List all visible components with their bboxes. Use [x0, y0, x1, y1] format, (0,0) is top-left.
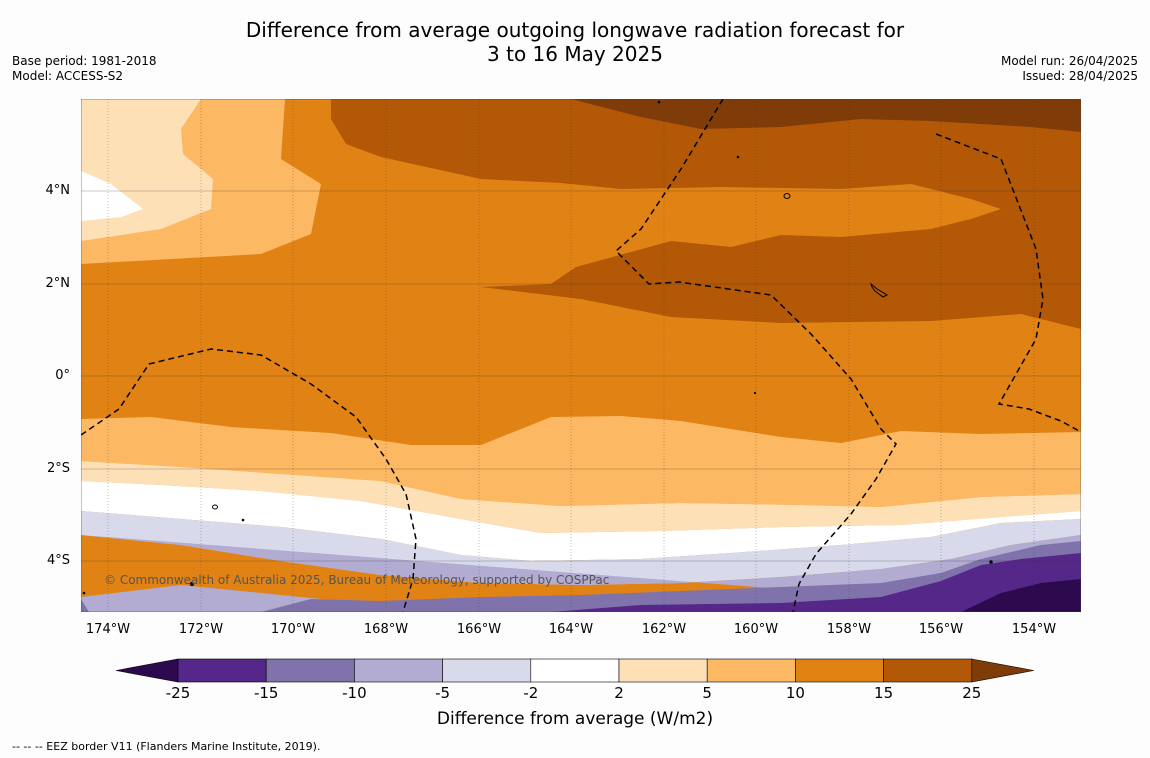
lon-label-162w: 162°W: [641, 622, 687, 637]
olr-anomaly-map: [81, 99, 1081, 612]
lon-label-166w: 166°W: [456, 622, 502, 637]
colorbar-segment: [530, 658, 620, 683]
model-run: Model run: 26/04/2025: [1000, 54, 1138, 68]
colorbar-extend-low: [115, 658, 179, 683]
colorbar-tick-label: -15: [253, 684, 279, 702]
colorbar-tick-label: 25: [962, 684, 982, 702]
lon-label-158w: 158°W: [826, 622, 872, 637]
colorbar-segment: [177, 658, 267, 683]
region-minus15-minus10-west: [81, 599, 89, 612]
region-15-25-north: [331, 99, 1081, 329]
title-line-1: Difference from average outgoing longwav…: [245, 18, 905, 42]
region-over-25-north: [571, 99, 1081, 132]
region-2-5-south: [81, 461, 1081, 533]
colorbar-title: Difference from average (W/m2): [436, 709, 714, 729]
colorbar-segment: [883, 658, 973, 683]
colorbar-tick-label: -25: [165, 684, 191, 702]
region-minus25-minus15: [551, 553, 1081, 612]
colorbar-tick-label: -5: [435, 684, 451, 702]
region-below-minus25: [961, 579, 1081, 612]
copyright-notice: © Commonwealth of Australia 2025, Bureau…: [104, 573, 610, 587]
colorbar-tick-label: 15: [874, 684, 894, 702]
colorbar-segment: [795, 658, 884, 683]
colorbar-segment: [618, 658, 708, 683]
lat-label-4s: 4°S: [46, 553, 70, 568]
colorbar-segment: [265, 658, 355, 683]
region-5-10-south: [81, 416, 1081, 507]
chart-title: Difference from average outgoing longwav…: [0, 18, 1150, 66]
lon-label-168w: 168°W: [363, 622, 409, 637]
lat-label-4n: 4°N: [45, 183, 71, 198]
region-white-south: [81, 481, 1081, 561]
islands: [82, 100, 993, 595]
region-white-northwest: [81, 171, 143, 221]
lon-label-172w: 172°W: [178, 622, 224, 637]
colorbar-tick-label: -2: [523, 684, 539, 702]
eez-borders: [81, 99, 1081, 612]
lon-label-174w: 174°W: [85, 622, 131, 637]
colorbar-tick-label: 10: [785, 684, 805, 702]
lon-label-156w: 156°W: [918, 622, 964, 637]
meta-right: Model run: 26/04/2025 Issued: 28/04/2025: [1001, 54, 1138, 84]
title-line-2: 3 to 16 May 2025: [487, 42, 663, 66]
lat-label-2s: 2°S: [46, 461, 70, 476]
lat-label-0: 0°: [55, 368, 70, 383]
lon-label-154w: 154°W: [1011, 622, 1057, 637]
lat-gridlines: [81, 190, 1081, 562]
colorbar-tick-label: 5: [702, 684, 712, 702]
colorbar-tick-label: -10: [342, 684, 367, 702]
base-period: Base period: 1981-2018: [12, 54, 157, 68]
region-minus15-minus10: [81, 541, 1081, 612]
lon-label-160w: 160°W: [733, 622, 779, 637]
lon-label-164w: 164°W: [548, 622, 594, 637]
eez-footnote: -- -- -- EEZ border V11 (Flanders Marine…: [12, 740, 321, 753]
colorbar-extend-high: [971, 658, 1034, 683]
issued-date: Issued: 28/04/2025: [1022, 69, 1138, 83]
colorbar-segment: [354, 658, 443, 683]
colorbar: [115, 658, 1034, 683]
lon-label-170w: 170°W: [270, 622, 316, 637]
lat-label-2n: 2°N: [45, 276, 71, 291]
colorbar-tick-label: 2: [614, 684, 624, 702]
meta-left: Base period: 1981-2018 Model: ACCESS-S2: [12, 54, 157, 84]
colorbar-segment: [442, 658, 532, 683]
model-name: Model: ACCESS-S2: [12, 69, 124, 83]
colorbar-segment: [706, 658, 796, 683]
